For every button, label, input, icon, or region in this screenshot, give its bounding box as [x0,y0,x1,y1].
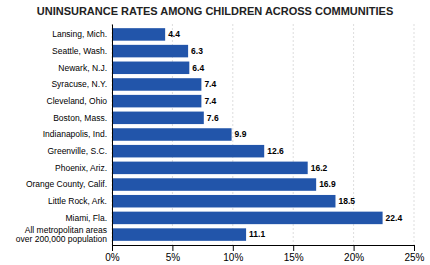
chart-container: UNINSURANCE RATES AMONG CHILDREN ACROSS … [0,0,430,265]
bar [112,195,335,208]
chart-title: UNINSURANCE RATES AMONG CHILDREN ACROSS … [37,5,394,17]
x-axis: 0% 5% 10% 15% 20% 25% [105,245,424,263]
x-tick-label: 20% [344,252,364,263]
y-tick: Cleveland, Ohio [47,96,112,106]
y-tick: Lansing, Mich. [52,29,112,39]
x-tick-mark [172,245,173,251]
x-tick: 0% [105,245,120,263]
y-tick: Seattle, Wash. [52,46,112,56]
data-label: 18.5 [338,196,355,206]
x-tick: 5% [166,245,181,263]
x-tick-mark [233,245,234,251]
y-tick-label-line: Greenville, S.C. [47,146,107,156]
x-tick: 25% [404,245,424,263]
y-tick-label: Newark, N.J. [58,63,107,73]
data-label: 7.6 [207,113,219,123]
y-tick-label: Boston, Mass. [53,113,107,123]
y-tick: Phoenix, Ariz. [55,163,112,173]
x-tick-mark [414,245,415,251]
bars [112,28,383,241]
x-tick-label: 15% [284,252,304,263]
y-tick-label-line: Miami, Fla. [65,213,107,223]
y-tick: Orange County, Calif. [26,179,112,189]
data-label: 22.4 [386,213,403,223]
bar [112,78,201,91]
y-tick-label-line: Orange County, Calif. [26,179,107,189]
y-tick-label-line: Boston, Mass. [53,113,107,123]
y-tick-label: Orange County, Calif. [26,179,107,189]
grid-line [414,24,415,245]
y-tick-label-line: Syracuse, N.Y. [51,79,107,89]
y-tick-label: Lansing, Mich. [52,29,107,39]
y-tick: Indianapolis, Ind. [43,129,112,139]
bar [112,45,188,58]
x-tick-label: 25% [404,252,424,263]
data-label: 11.1 [249,229,265,239]
bar [112,95,201,108]
data-labels: 4.46.36.47.47.47.69.912.616.216.918.522.… [168,29,402,239]
y-tick-label-line: Little Rock, Ark. [48,196,107,206]
bar [112,128,232,141]
grid-line [112,24,113,245]
y-tick-label: Phoenix, Ariz. [55,163,107,173]
y-tick-label: Miami, Fla. [65,213,107,223]
data-label: 9.9 [235,129,247,139]
y-axis: Lansing, Mich. Seattle, Wash. Newark, N.J.… [16,25,113,246]
data-label: 7.4 [204,96,216,106]
chart-svg: UNINSURANCE RATES AMONG CHILDREN ACROSS … [0,0,430,265]
y-tick-label-line: over 200,000 population [16,234,107,244]
data-label: 16.9 [319,179,336,189]
x-tick-label: 5% [166,252,181,263]
bar [112,212,383,225]
x-tick-mark [354,245,355,251]
bar [112,178,316,191]
y-tick: Syracuse, N.Y. [51,79,112,89]
bar [112,145,264,158]
y-tick: Little Rock, Ark. [48,196,112,206]
grid [112,24,414,245]
y-tick-label-line: Phoenix, Ariz. [55,163,107,173]
y-tick-label: Greenville, S.C. [47,146,107,156]
data-label: 6.4 [192,63,204,73]
x-axis-line [113,245,415,246]
data-label: 4.4 [168,29,180,39]
bar [112,28,165,41]
x-tick-mark [293,245,294,251]
y-tick-label-line: Seattle, Wash. [52,46,107,56]
x-tick-label: 0% [105,252,120,263]
x-tick-mark [112,245,113,251]
y-tick-label: Little Rock, Ark. [48,196,107,206]
y-tick: Boston, Mass. [53,113,112,123]
y-axis-line [112,25,113,246]
x-tick: 15% [284,245,304,263]
data-label: 6.3 [191,46,203,56]
data-label: 12.6 [267,146,284,156]
plot-area: 0% 5% 10% 15% 20% 25% Lansing, Mich. Seattle, W… [16,24,425,263]
y-tick-label-line: Lansing, Mich. [52,29,107,39]
y-tick: Miami, Fla. [65,213,112,223]
data-label: 7.4 [204,79,216,89]
x-tick: 20% [344,245,364,263]
bar [112,228,246,241]
bar [112,112,204,125]
y-tick-label: Seattle, Wash. [52,46,107,56]
x-tick-label: 10% [223,252,243,263]
y-tick-label-line: Newark, N.J. [58,63,107,73]
x-tick: 10% [223,245,243,263]
y-tick-label-line: Indianapolis, Ind. [43,129,107,139]
y-tick-label: Indianapolis, Ind. [43,129,107,139]
bar [112,162,308,175]
y-tick-label: Syracuse, N.Y. [51,79,107,89]
y-tick: Greenville, S.C. [47,146,112,156]
data-label: 16.2 [311,163,328,173]
y-tick-label: Cleveland, Ohio [47,96,108,106]
bar [112,62,189,75]
y-tick-label-line: Cleveland, Ohio [47,96,108,106]
y-tick-label: All metropolitan areasover 200,000 popul… [16,225,107,244]
y-tick: Newark, N.J. [58,63,112,73]
y-tick: All metropolitan areasover 200,000 popul… [16,225,112,244]
